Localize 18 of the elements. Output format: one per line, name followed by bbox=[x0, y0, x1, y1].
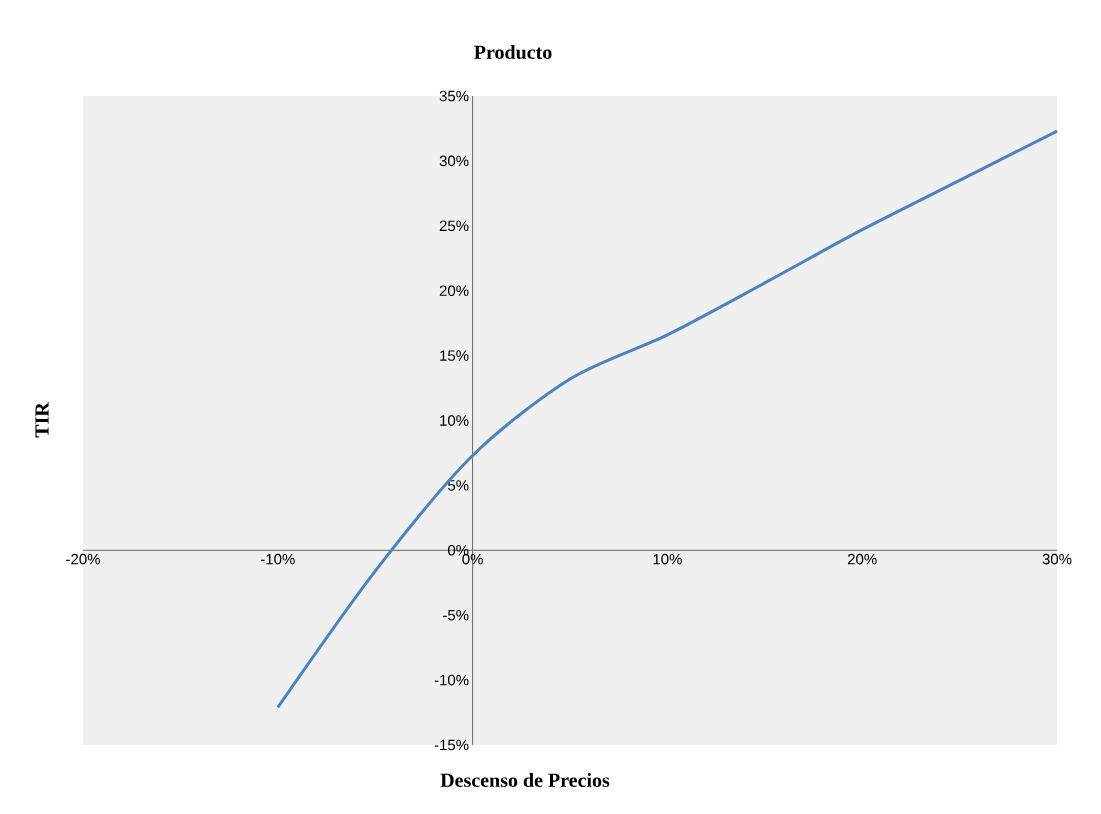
x-tick-label: 10% bbox=[653, 553, 682, 565]
y-tick-label: 5% bbox=[447, 480, 469, 491]
y-tick-label: -5% bbox=[443, 609, 469, 621]
y-tick-label: 10% bbox=[440, 415, 469, 426]
y-tick-label: -15% bbox=[434, 739, 469, 751]
x-tick-label: -20% bbox=[66, 553, 100, 565]
x-tick-label: 30% bbox=[1042, 553, 1072, 565]
y-axis-title: TIR bbox=[35, 402, 49, 438]
y-tick-label: -10% bbox=[434, 674, 469, 686]
chart-title: Producto bbox=[474, 44, 552, 60]
x-tick-label: 20% bbox=[847, 553, 877, 565]
y-tick-label: 20% bbox=[439, 285, 469, 296]
y-tick-label: 15% bbox=[440, 350, 469, 361]
x-axis-title: Descenso de Precios bbox=[440, 772, 610, 788]
y-tick-label: 30% bbox=[439, 155, 469, 167]
y-tick-label: 35% bbox=[439, 90, 469, 102]
x-tick-label: -10% bbox=[260, 553, 295, 565]
y-tick-label: 25% bbox=[439, 220, 469, 232]
